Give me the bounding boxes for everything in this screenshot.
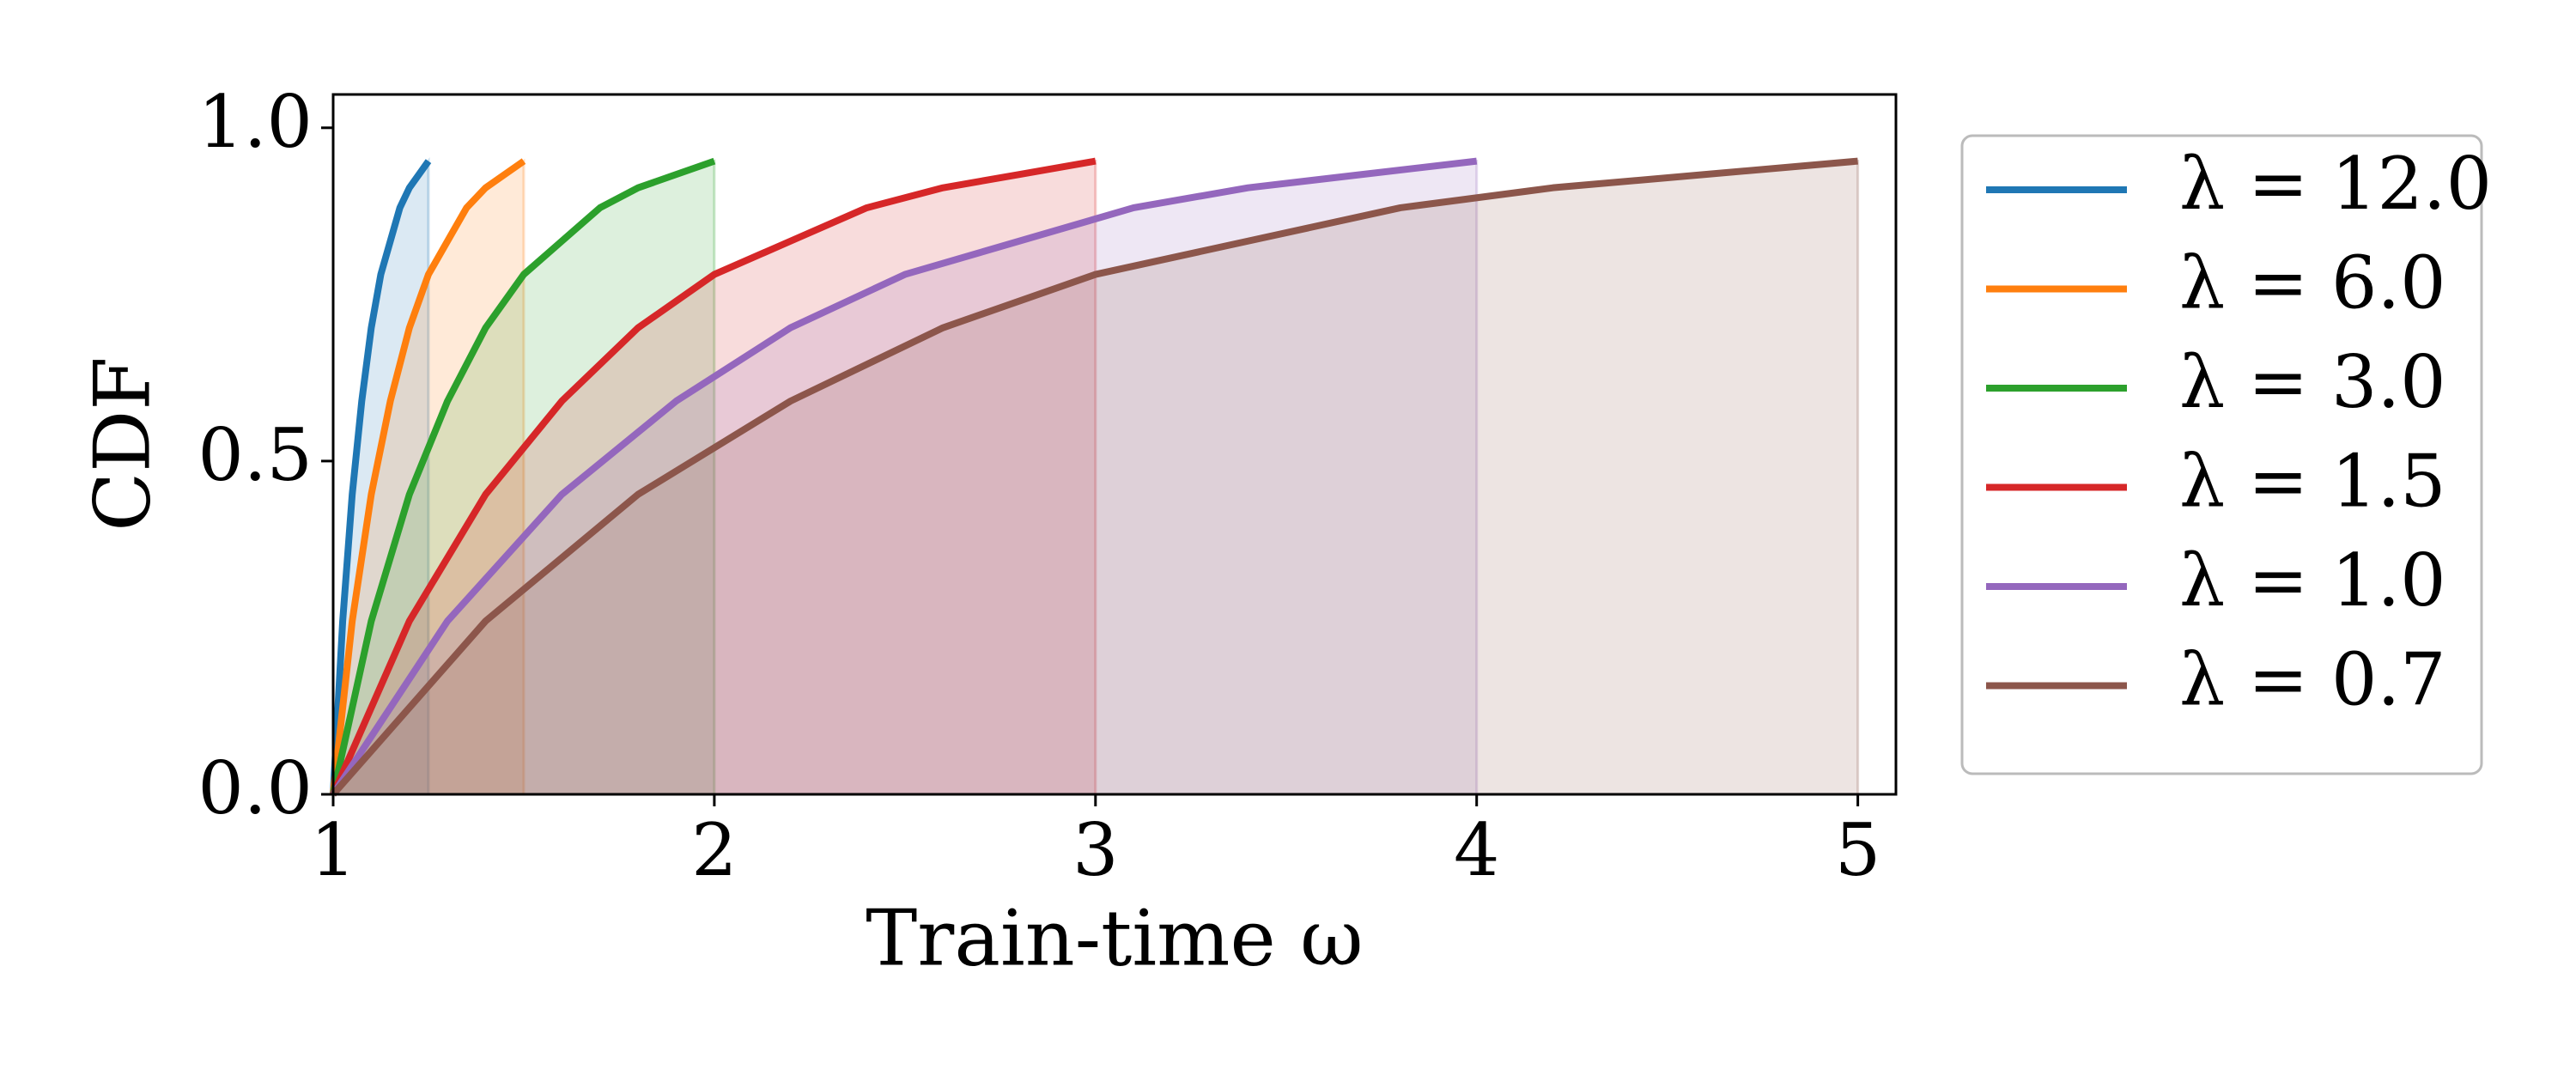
plot-frame [331,93,1898,796]
x-tick-label: 2 [691,808,737,892]
y-tick-label: 0.0 [197,746,313,830]
y-axis-label: CDF [77,356,167,531]
y-tick-label: 1.0 [197,80,313,164]
series-line [330,157,1858,797]
series-line [330,157,716,795]
legend-label: λ = 1.5 [2179,440,2446,524]
x-tick-label: 1 [310,808,355,892]
legend-label: λ = 0.7 [2179,638,2446,722]
y-tick-label: 0.5 [197,413,313,497]
legend-label: λ = 1.0 [2179,538,2446,623]
series-line [330,157,1097,796]
legend-box [1960,134,2483,775]
legend-label: λ = 3.0 [2179,340,2446,424]
legend-label: λ = 6.0 [2179,241,2446,325]
series-line [330,157,1478,797]
x-tick-label: 3 [1072,808,1118,892]
x-axis-label: Train-time ω [866,893,1363,983]
x-tick-label: 4 [1454,808,1499,892]
series-line [330,159,432,795]
legend-label: λ = 12.0 [2179,142,2492,226]
x-tick-label: 5 [1835,808,1880,892]
series-line [330,158,526,795]
